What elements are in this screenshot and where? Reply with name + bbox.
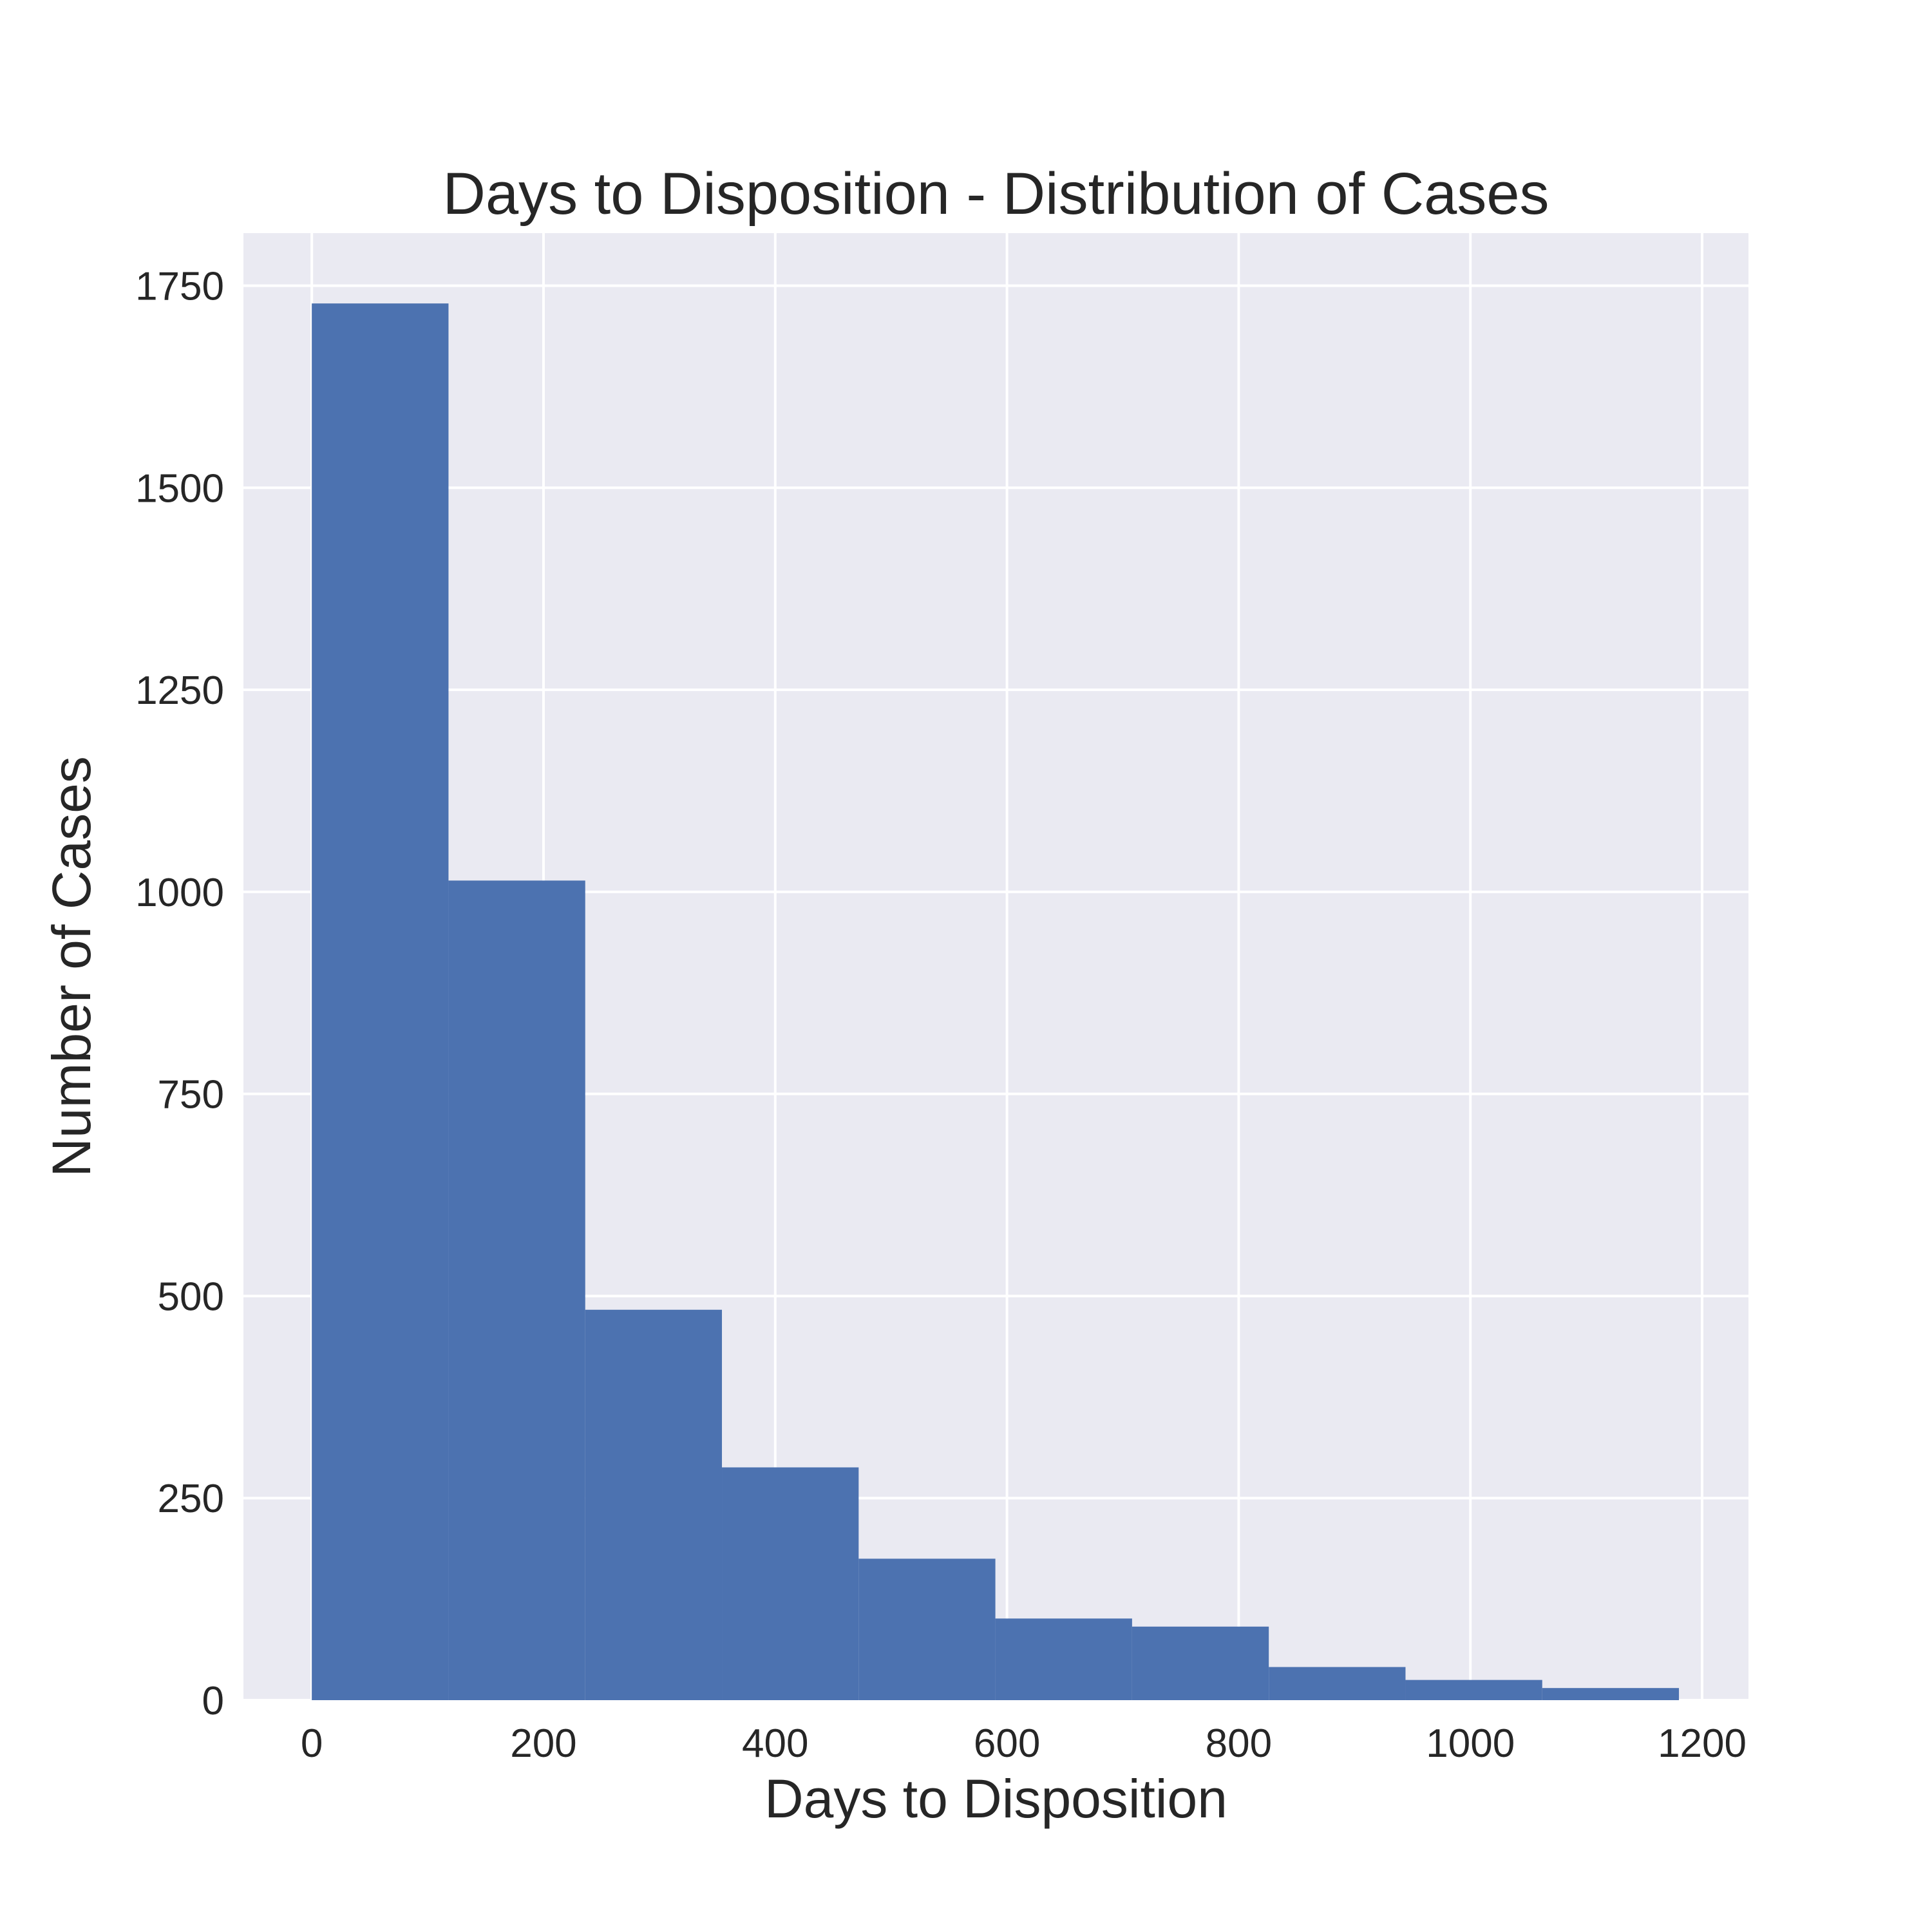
x-tick-label: 800 bbox=[1206, 1721, 1272, 1766]
x-axis-tick-labels: 0 200 400 600 800 1000 1200 bbox=[301, 1721, 1747, 1766]
histogram-bar bbox=[1132, 1626, 1269, 1700]
y-tick-label: 1000 bbox=[135, 871, 224, 915]
y-tick-label: 1250 bbox=[135, 668, 224, 713]
y-tick-label: 1500 bbox=[135, 466, 224, 511]
y-tick-label: 1750 bbox=[135, 265, 224, 309]
x-tick-label: 600 bbox=[974, 1721, 1040, 1766]
x-tick-label: 1000 bbox=[1426, 1721, 1515, 1766]
y-tick-label: 750 bbox=[158, 1073, 224, 1117]
chart-title: Days to Disposition - Distribution of Ca… bbox=[443, 161, 1549, 227]
y-axis-label: Number of Cases bbox=[41, 756, 102, 1177]
x-tick-label: 400 bbox=[742, 1721, 808, 1766]
x-tick-label: 0 bbox=[301, 1721, 323, 1766]
histogram-bar bbox=[1405, 1680, 1542, 1700]
histogram-bar bbox=[722, 1467, 859, 1700]
y-tick-label: 500 bbox=[158, 1274, 224, 1319]
histogram-bar bbox=[1542, 1688, 1680, 1700]
histogram-bar bbox=[995, 1618, 1132, 1700]
x-axis-label: Days to Disposition bbox=[764, 1768, 1227, 1829]
histogram-bar bbox=[858, 1558, 996, 1700]
x-tick-label: 200 bbox=[510, 1721, 576, 1766]
histogram-bars bbox=[312, 303, 1680, 1701]
histogram-bar bbox=[585, 1309, 723, 1700]
y-tick-label: 0 bbox=[202, 1679, 224, 1723]
y-tick-label: 250 bbox=[158, 1477, 224, 1521]
histogram-bar bbox=[448, 880, 585, 1700]
histogram-bar bbox=[312, 303, 449, 1701]
x-tick-label: 1200 bbox=[1658, 1721, 1747, 1766]
histogram-bar bbox=[1269, 1667, 1406, 1700]
y-axis-tick-labels: 0 250 500 750 1000 1250 1500 1750 bbox=[135, 265, 224, 1723]
